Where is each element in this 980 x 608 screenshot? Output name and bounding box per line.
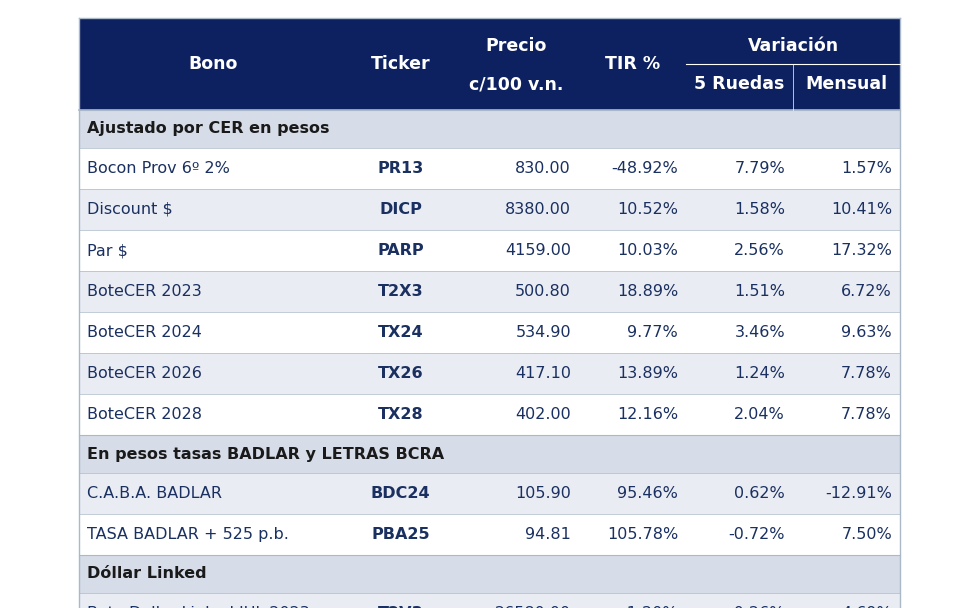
Text: 10.41%: 10.41%: [831, 202, 892, 217]
Text: TIR %: TIR %: [605, 55, 661, 73]
Text: 1.51%: 1.51%: [734, 284, 785, 299]
Text: c/100 v.n.: c/100 v.n.: [469, 75, 563, 93]
Text: BoteCER 2028: BoteCER 2028: [87, 407, 202, 422]
Text: En pesos tasas BADLAR y LETRAS BCRA: En pesos tasas BADLAR y LETRAS BCRA: [87, 446, 444, 461]
Text: 3.46%: 3.46%: [734, 325, 785, 340]
Text: 10.03%: 10.03%: [617, 243, 678, 258]
Text: 4159.00: 4159.00: [505, 243, 571, 258]
Text: Variación: Variación: [748, 36, 839, 55]
Text: 95.46%: 95.46%: [617, 486, 678, 501]
Bar: [79, 312, 900, 353]
Text: 1.58%: 1.58%: [734, 202, 785, 217]
Bar: [79, 353, 900, 394]
Bar: [79, 555, 900, 593]
Text: Ticker: Ticker: [370, 55, 430, 73]
Text: 7.78%: 7.78%: [841, 366, 892, 381]
Bar: [79, 18, 900, 110]
Text: DICP: DICP: [379, 202, 422, 217]
Text: 2.56%: 2.56%: [734, 243, 785, 258]
Text: T2V3: T2V3: [377, 606, 423, 608]
Bar: [79, 473, 900, 514]
Text: -0.72%: -0.72%: [728, 527, 785, 542]
Text: Ajustado por CER en pesos: Ajustado por CER en pesos: [87, 122, 329, 137]
Text: PR13: PR13: [377, 161, 423, 176]
Bar: [79, 189, 900, 230]
Text: -0.26%: -0.26%: [728, 606, 785, 608]
Text: 1.57%: 1.57%: [841, 161, 892, 176]
Text: 6.72%: 6.72%: [841, 284, 892, 299]
Text: 13.89%: 13.89%: [617, 366, 678, 381]
Text: 0.62%: 0.62%: [734, 486, 785, 501]
Text: 417.10: 417.10: [515, 366, 571, 381]
Text: TX24: TX24: [377, 325, 423, 340]
Text: 9.77%: 9.77%: [627, 325, 678, 340]
Text: 7.79%: 7.79%: [734, 161, 785, 176]
Text: 17.32%: 17.32%: [831, 243, 892, 258]
Text: -12.91%: -12.91%: [825, 486, 892, 501]
Bar: [79, 110, 900, 148]
Text: TX28: TX28: [377, 407, 423, 422]
Text: Par $: Par $: [87, 243, 127, 258]
Text: Bono: Bono: [188, 55, 238, 73]
Bar: [79, 230, 900, 271]
Bar: [79, 514, 900, 555]
Text: -48.92%: -48.92%: [612, 161, 678, 176]
Text: C.A.B.A. BADLAR: C.A.B.A. BADLAR: [87, 486, 222, 501]
Text: 8380.00: 8380.00: [505, 202, 571, 217]
Text: 4.69%: 4.69%: [841, 606, 892, 608]
Text: 94.81: 94.81: [525, 527, 571, 542]
Text: 10.52%: 10.52%: [617, 202, 678, 217]
Text: BoteCER 2023: BoteCER 2023: [87, 284, 202, 299]
Text: BDC24: BDC24: [370, 486, 430, 501]
Text: Precio: Precio: [486, 36, 547, 55]
Text: 105.78%: 105.78%: [607, 527, 678, 542]
Text: TASA BADLAR + 525 p.b.: TASA BADLAR + 525 p.b.: [87, 527, 289, 542]
Text: 7.50%: 7.50%: [841, 527, 892, 542]
Text: BoteCER 2026: BoteCER 2026: [87, 366, 202, 381]
Text: Bocon Prov 6º 2%: Bocon Prov 6º 2%: [87, 161, 230, 176]
Bar: [79, 148, 900, 189]
Text: T2X3: T2X3: [377, 284, 423, 299]
Text: -1.20%: -1.20%: [621, 606, 678, 608]
Text: Discount $: Discount $: [87, 202, 172, 217]
Bar: [79, 435, 900, 473]
Text: 105.90: 105.90: [515, 486, 571, 501]
Text: 7.78%: 7.78%: [841, 407, 892, 422]
Text: PARP: PARP: [377, 243, 423, 258]
Text: 5 Ruedas: 5 Ruedas: [694, 75, 785, 93]
Text: TX26: TX26: [377, 366, 423, 381]
Text: 12.16%: 12.16%: [616, 407, 678, 422]
Text: Dóllar Linked: Dóllar Linked: [87, 567, 207, 581]
Text: 26580.00: 26580.00: [495, 606, 571, 608]
Text: 2.04%: 2.04%: [734, 407, 785, 422]
Text: BoteCER 2024: BoteCER 2024: [87, 325, 202, 340]
Text: 402.00: 402.00: [515, 407, 571, 422]
Bar: [79, 593, 900, 608]
Text: 534.90: 534.90: [515, 325, 571, 340]
Text: PBA25: PBA25: [371, 527, 430, 542]
Text: 500.80: 500.80: [515, 284, 571, 299]
Text: Bote Dollar-Linked JUL 2023: Bote Dollar-Linked JUL 2023: [87, 606, 310, 608]
Text: 830.00: 830.00: [515, 161, 571, 176]
Bar: [79, 271, 900, 312]
Text: 18.89%: 18.89%: [616, 284, 678, 299]
Text: 1.24%: 1.24%: [734, 366, 785, 381]
Bar: [79, 394, 900, 435]
Text: 9.63%: 9.63%: [842, 325, 892, 340]
Text: Mensual: Mensual: [806, 75, 888, 93]
